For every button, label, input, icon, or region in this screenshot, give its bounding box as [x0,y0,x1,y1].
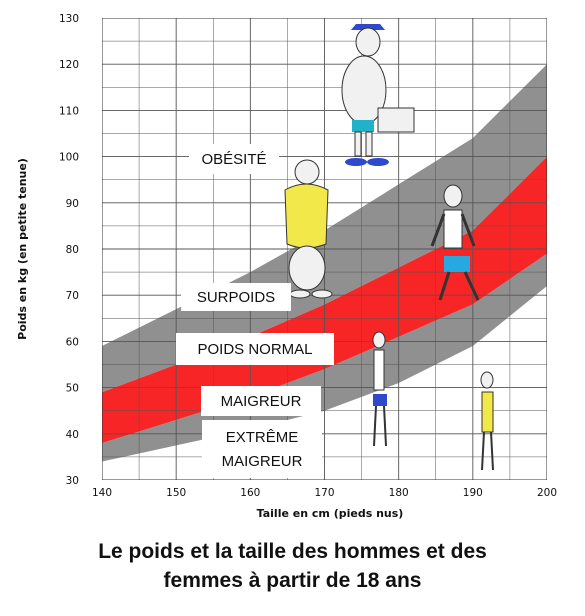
y-tick-label: 40 [66,429,79,441]
y-axis-ticks: 30 40 50 60 70 80 90 100 110 120 130 [59,13,79,487]
zone-label-box [189,144,279,174]
zone-label-box [176,333,334,365]
zone-label-text: OBÉSITÉ [201,151,266,168]
zone-label-box [202,420,322,478]
x-tick-label: 170 [314,487,334,499]
y-axis-title: Poids en kg (en petite tenue) [16,158,29,340]
x-tick-label: 190 [463,487,483,499]
x-tick-label: 140 [92,487,112,499]
y-tick-label: 80 [66,244,79,256]
zone-label: OBÉSITÉ [189,144,279,174]
zone-label: MAIGREUR [201,386,321,416]
y-tick-label: 30 [66,475,79,487]
obese-woman-figure [284,159,333,299]
zone-label: POIDS NORMAL [176,333,334,365]
x-axis-title: Taille en cm (pieds nus) [257,507,404,520]
y-tick-label: 130 [59,13,79,25]
y-tick-label: 70 [66,290,79,302]
x-tick-label: 180 [389,487,409,499]
y-tick-label: 90 [66,198,79,210]
x-tick-label: 160 [240,487,260,499]
fit-man-figure [430,184,480,301]
chart-caption-line-1: Le poids et la taille des hommes et des [98,540,487,563]
x-tick-label: 150 [166,487,186,499]
chart-caption-line-2: femmes à partir de 18 ans [163,569,422,592]
zone-label-text: MAIGREUR [221,393,302,410]
x-tick-label: 200 [537,487,557,499]
obese-man-figure [341,24,415,166]
zone-label-box [181,283,291,311]
zone-label-text: POIDS NORMAL [197,341,312,358]
x-axis-ticks: 140 150 160 170 180 190 200 [92,487,557,499]
y-tick-label: 50 [66,383,79,395]
zone-label-text: EXTRÊME [226,429,299,446]
y-tick-label: 110 [59,105,79,117]
y-tick-label: 120 [59,59,79,71]
zone-label-text: MAIGREUR [222,453,303,470]
grid-layer [102,18,547,480]
thin-woman-figure [480,371,494,471]
figures-illustration [284,24,494,471]
zone-label-box [201,386,321,416]
zone-label: SURPOIDS [181,283,291,311]
zone-label-text: SURPOIDS [197,289,275,306]
zone-label: EXTRÊME MAIGREUR [202,420,322,478]
y-tick-label: 100 [59,152,79,164]
thin-man-figure [372,331,387,447]
y-tick-label: 60 [66,336,79,348]
